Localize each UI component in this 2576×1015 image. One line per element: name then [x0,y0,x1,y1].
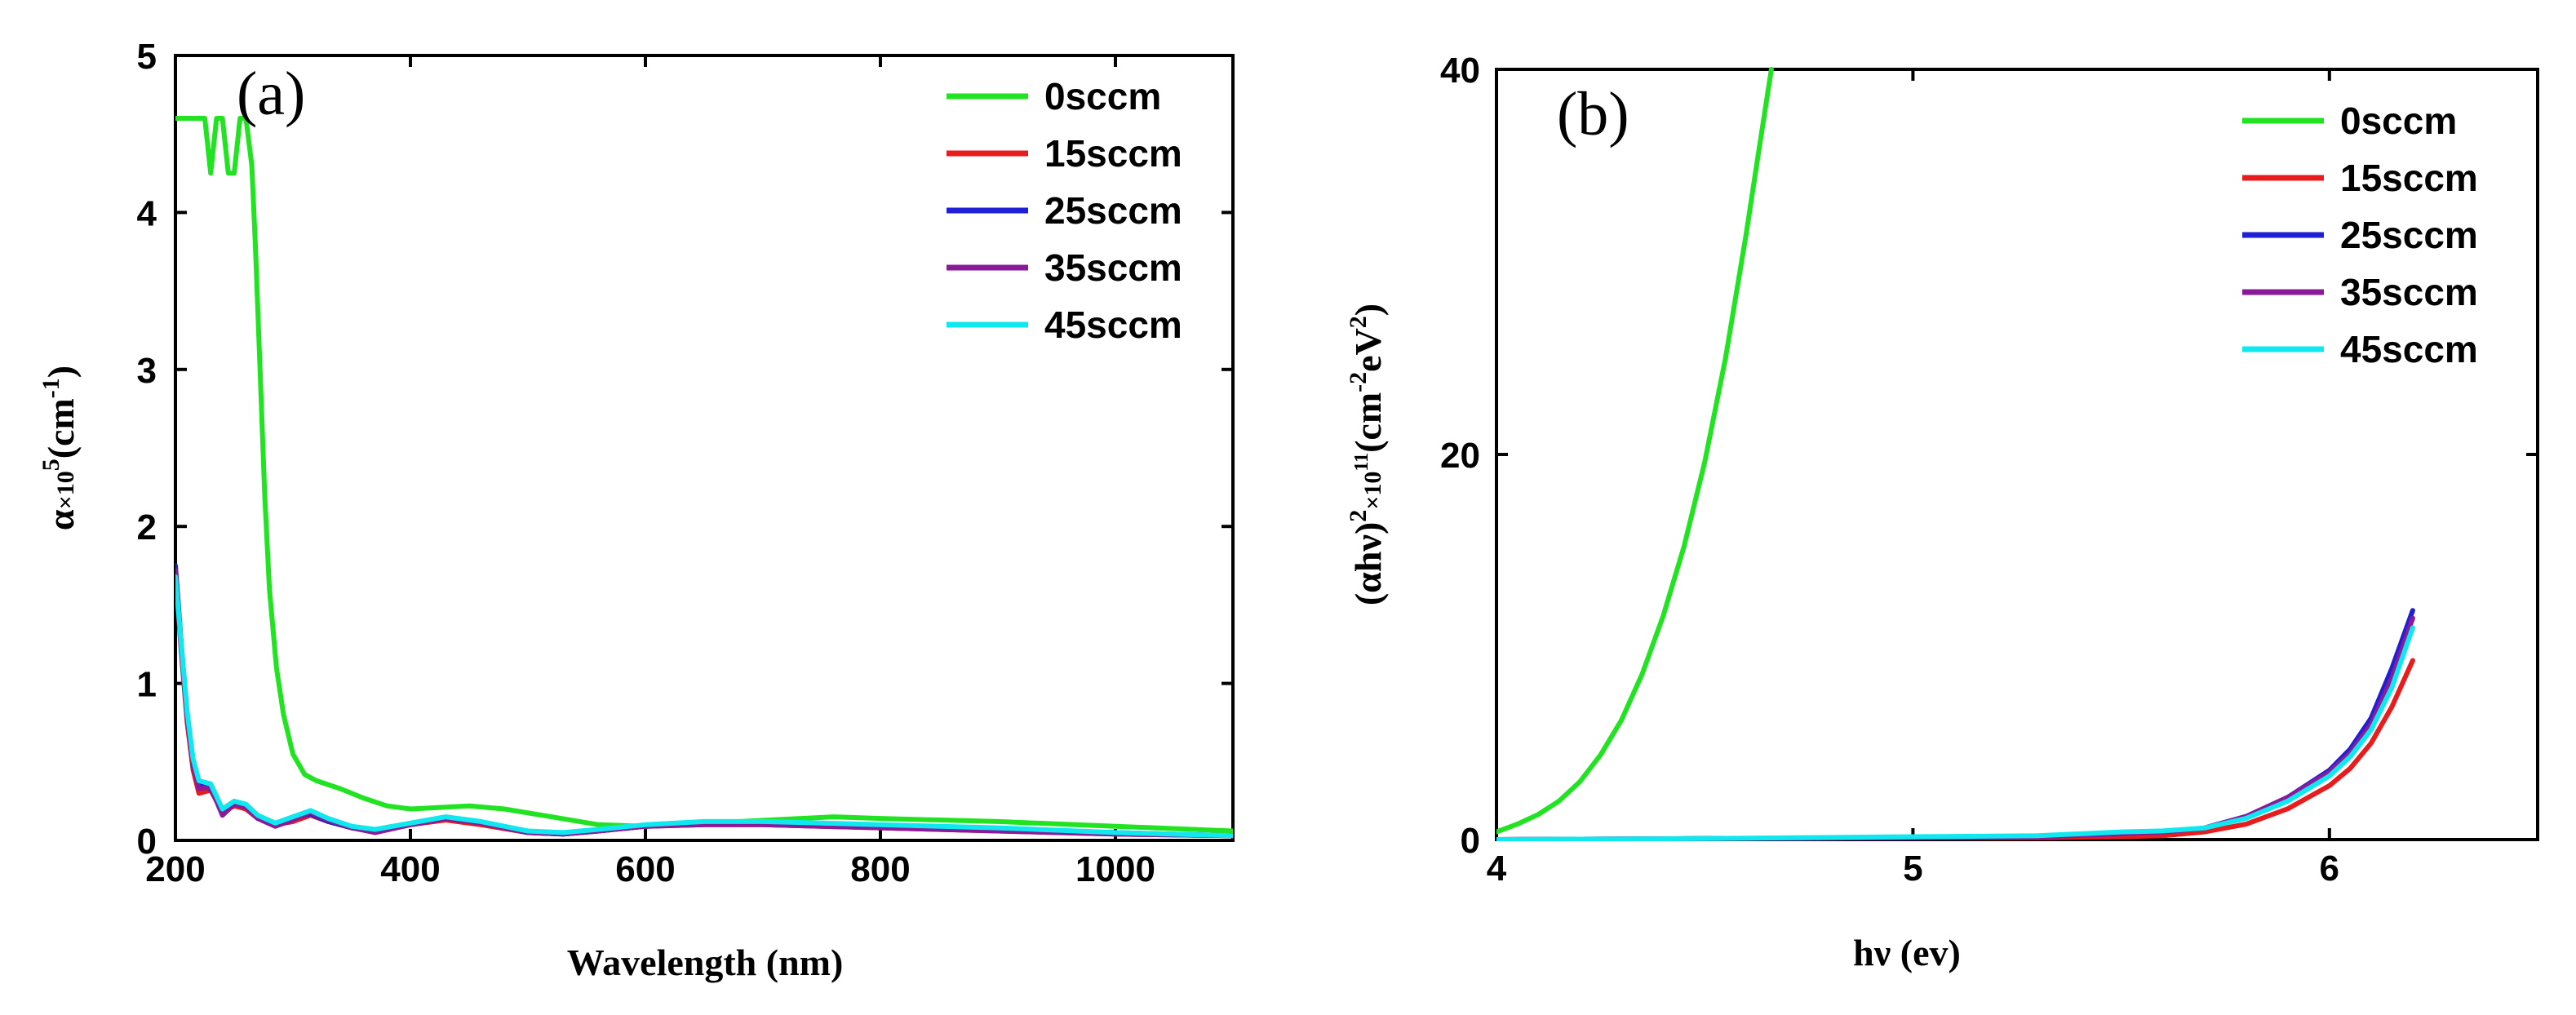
series-group-b [1496,67,2415,841]
x-tick-label-a-2: 600 [615,849,675,889]
x-tick-label-a-4: 1000 [1075,849,1155,889]
y-title-b-main: (αhν) [1347,522,1389,605]
x-tick-label-a-1: 400 [380,849,440,889]
legend-b: 0sccm 15sccm 25sccm 35sccm 45sccm [2242,100,2478,370]
legend-label-b-15sccm: 15sccm [2340,157,2478,199]
y-title-a-close: ) [40,366,82,378]
series-line-b-45sccm [1496,625,2415,841]
x-tick-label-a-0: 200 [145,849,205,889]
panel-label-a: (a) [237,60,305,128]
x-tick-label-b-1: 5 [1903,849,1922,889]
x-axis-title-b: hν (ev) [1853,932,1961,973]
series-line-a-45sccm [175,574,1233,839]
y-ticks-a: 0 1 2 3 4 5 [137,37,1233,862]
legend-label-a-45sccm: 45sccm [1044,304,1182,346]
y-title-a-times: ×10 [52,471,79,509]
y-tick-label-a-1: 1 [137,665,157,705]
y-title-b-unit-exp: -2 [1345,372,1372,392]
y-title-a-alpha: α [40,509,82,530]
y-tick-label-a-4: 4 [137,193,157,233]
y-title-b-times: ×10 [1359,472,1386,510]
legend-label-b-35sccm: 35sccm [2340,271,2478,313]
y-tick-label-b-1: 20 [1440,436,1480,476]
y-title-b-unit2-exp: 2 [1345,316,1372,328]
series-line-a-25sccm [175,563,1233,839]
series-line-b-0sccm [1496,67,1774,835]
y-tick-label-b-2: 40 [1440,51,1480,91]
y-ticks-b: 0 20 40 [1440,51,2538,861]
x-ticks-a: 200 400 600 800 1000 [145,55,1155,889]
y-tick-label-a-5: 5 [137,37,157,77]
y-axis-title-b: (αhν)2×1011(cm-2eV2) [1345,304,1389,605]
y-title-b-close: ) [1347,304,1389,316]
y-title-b-unit: (cm [1347,392,1389,453]
y-tick-label-b-0: 0 [1461,821,1480,861]
y-title-b-unit2: eV [1347,328,1389,372]
y-title-b-exp: 2 [1345,510,1372,522]
legend-label-b-25sccm: 25sccm [2340,214,2478,256]
plot-frame-a [174,54,1235,842]
chart-panel-a: 0 1 2 3 4 5 200 400 600 800 1000 (a) Wavelength (… [38,37,1235,983]
legend-label-b-0sccm: 0sccm [2340,100,2457,142]
panel-label-b: (b) [1557,80,1629,148]
x-axis-title-a: Wavelength (nm) [567,942,844,983]
y-tick-label-a-3: 3 [137,351,157,391]
legend-label-a-35sccm: 35sccm [1044,246,1182,289]
series-line-a-35sccm [175,568,1233,839]
x-ticks-b: 4 5 6 [1487,69,2339,889]
legend-label-a-25sccm: 25sccm [1044,189,1182,232]
y-tick-label-a-0: 0 [137,822,157,862]
x-tick-label-b-0: 4 [1487,849,1507,889]
legend-label-a-0sccm: 0sccm [1044,75,1161,117]
y-title-b-exp2: 11 [1351,453,1372,472]
y-title-a-unit-exp: -1 [38,378,64,398]
x-tick-label-a-3: 800 [850,849,910,889]
series-line-a-15sccm [175,570,1233,839]
legend-label-b-45sccm: 45sccm [2340,328,2478,370]
x-tick-label-b-2: 6 [2320,849,2339,889]
legend-label-a-15sccm: 15sccm [1044,132,1182,175]
y-title-a-unit: (cm [40,398,82,459]
y-title-a-exp: 5 [38,459,64,471]
y-axis-title-a: α×105(cm-1) [38,366,82,530]
y-tick-label-a-2: 2 [137,508,157,547]
series-group-a [175,116,1233,839]
legend-a: 0sccm 15sccm 25sccm 35sccm 45sccm [947,75,1182,346]
